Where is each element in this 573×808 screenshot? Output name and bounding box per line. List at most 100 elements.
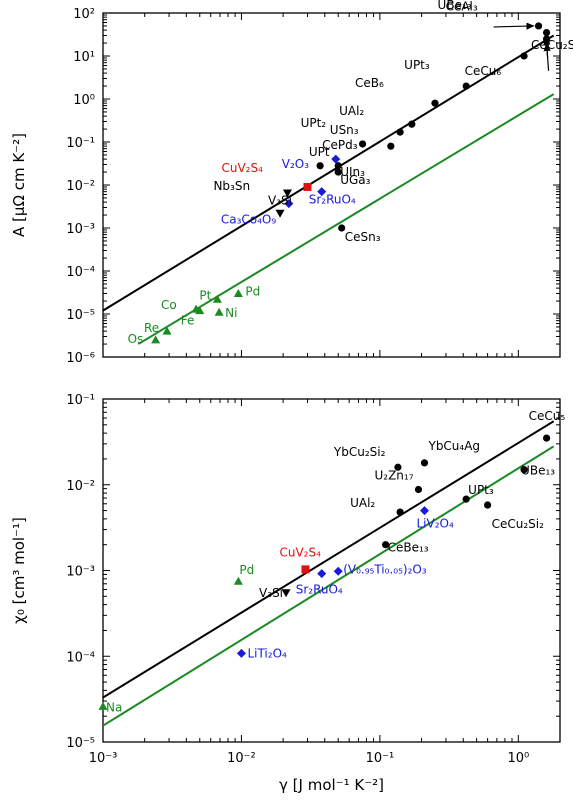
nb3sn-label: Nb₃Sn	[213, 179, 250, 193]
y-tick-label: 10⁻²	[66, 179, 95, 194]
ual2-point	[396, 508, 404, 516]
co-label: Co	[161, 298, 177, 312]
panel-top: 10² 10¹ 10⁰ 10⁻¹ 10⁻² 10⁻³ 10⁻⁴ 10⁻⁵ 10⁻⁶ A [μΩ c…	[10, 0, 573, 366]
pd-point	[233, 288, 243, 297]
x-tick-label: 10⁰	[507, 751, 529, 766]
ceb6-label: CeB₆	[355, 76, 384, 90]
ni-point	[214, 307, 224, 316]
cepd3-label: CePd₃	[322, 138, 358, 152]
upt3-point	[462, 82, 470, 90]
na-point	[98, 701, 108, 710]
pd-label: Pd	[239, 563, 254, 577]
ceb6-point	[431, 99, 439, 107]
y-tick-label: 10⁻²	[66, 479, 95, 494]
uga3-point	[334, 168, 342, 176]
y-tick-label: 10⁻¹	[66, 393, 95, 408]
x-tick-label: 10⁻³	[89, 751, 118, 766]
ube13-point	[534, 22, 543, 30]
v3si-label: V₃Si	[259, 586, 283, 600]
sr2ruo4-label: Sr₂RuO₄	[296, 583, 343, 597]
y-tick-label: 10⁻⁴	[66, 650, 95, 665]
upt2-point	[358, 140, 367, 148]
u2zn17-point	[414, 485, 423, 494]
ube13-label: UBe₁₃	[438, 0, 472, 12]
v3si-label: V₃Si	[268, 193, 292, 207]
liti2o4-point	[236, 648, 246, 658]
liti2o4-label: LiTi₂O₄	[247, 646, 287, 660]
ybcu4ag-label: YbCu₄Ag	[427, 439, 480, 453]
y-tick-label: 10⁻⁵	[66, 736, 95, 751]
usn3-point	[408, 120, 416, 128]
cecu2si2-label: CeCu₂Si₂	[531, 38, 573, 52]
sr2ruo4-label: Sr₂RuO₄	[309, 193, 356, 207]
pd-label: Pd	[245, 284, 260, 298]
green-fit-line	[137, 93, 555, 345]
ybcu2si2-label: YbCu₂Si₂	[333, 445, 386, 459]
x-axis-title: γ [J mol⁻¹ K⁻²]	[279, 776, 384, 794]
y-tick-label: 10¹	[73, 50, 95, 65]
ca3co4o9-point	[284, 199, 294, 209]
y-tick-label: 10⁻⁵	[66, 308, 95, 323]
u2zn17-label: U₂Zn₁₇	[374, 469, 413, 483]
cecu2si2-point	[484, 501, 492, 509]
y-axis-title: χ₀ [cm³ mol⁻¹]	[10, 517, 28, 624]
cuv2s4-point	[303, 182, 312, 191]
ual2-label: UAl₂	[350, 496, 375, 510]
ual2-label: UAl₂	[339, 104, 364, 118]
upt3-label: UPt₃	[404, 58, 430, 72]
y-tick-label: 10⁻³	[66, 222, 95, 237]
upt2-label: UPt₂	[301, 116, 327, 130]
ceal3-point	[542, 29, 551, 37]
liv2o4-point	[419, 506, 429, 516]
ual2-point	[396, 128, 404, 136]
ybcu2si2-point	[394, 463, 402, 471]
cecu5-label: CeCu₅	[529, 409, 566, 423]
upt3-point	[462, 495, 470, 503]
cesn3-label: CeSn₃	[345, 230, 381, 244]
nb3sn-point	[282, 189, 292, 198]
y-tick-label: 10⁻⁴	[66, 265, 95, 280]
liv2o4-label: LiV₂O₄	[416, 517, 453, 531]
pd-point	[233, 576, 243, 585]
os-label: Os	[128, 332, 144, 346]
ybcu4ag-point	[420, 459, 429, 467]
ca3co4o9-label: Ca₃Co₄O₉	[221, 213, 277, 227]
re-label: Re	[144, 321, 159, 335]
cebe13-label: CeBe₁₃	[388, 541, 429, 555]
black-fit-line	[103, 34, 555, 312]
cuv2s4-label: CuV₂S₄	[279, 545, 321, 559]
cepd3-point	[316, 162, 324, 170]
cuv2s4-point	[301, 565, 310, 574]
green-fit-line	[103, 445, 555, 727]
v2o3-label: V₂O₃	[282, 157, 309, 171]
y-tick-label: 10⁰	[73, 93, 95, 108]
re-point	[162, 326, 172, 335]
v2o3-point	[331, 154, 341, 164]
v3si-point	[281, 589, 291, 598]
black-fit-line	[103, 420, 555, 699]
v3si-point	[275, 209, 285, 218]
-v0-95ti0-05-2o3-point	[333, 566, 343, 576]
ceal3-label: CeAl₃	[446, 0, 478, 14]
x-tick-label: 10⁻¹	[366, 751, 395, 766]
usn3-label: USn₃	[330, 123, 359, 137]
cecu2si2-label: CeCu₂Si₂	[492, 517, 545, 531]
upt-label: UPt	[309, 145, 330, 159]
fe-point	[195, 306, 205, 315]
ni-label: Ni	[225, 306, 237, 320]
cesn3-point	[338, 224, 346, 232]
annotation-arrow	[493, 22, 535, 30]
x-tick-label: 10⁻²	[227, 751, 256, 766]
cebe13-point	[382, 541, 390, 549]
uin3-label: UIn₃	[340, 165, 365, 179]
cecu5-point	[542, 434, 551, 442]
na-label: Na	[106, 700, 122, 714]
plot-frame	[102, 398, 561, 743]
sr2ruo4-point	[317, 569, 327, 579]
uga3-label: UGa₃	[340, 173, 370, 187]
uin3-point	[334, 162, 342, 170]
os-point	[151, 335, 161, 344]
-v0-95ti0-05-2o3-label: (V₀.₉₅Ti₀.₀₅)₂O₃	[343, 562, 427, 576]
y-tick-label: 10⁻¹	[66, 136, 95, 151]
